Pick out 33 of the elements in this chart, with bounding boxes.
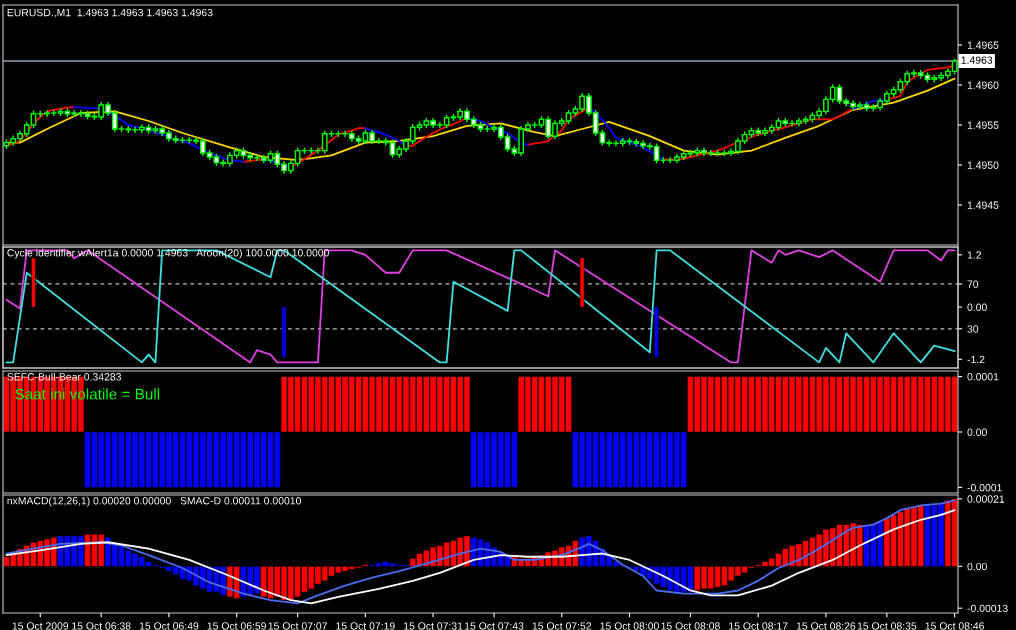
x-tick-label: 15 Oct 08:17 <box>729 622 788 630</box>
x-tick-label: 15 Oct 08:00 <box>600 622 659 630</box>
y-tick-label: 0.00021 <box>967 495 1005 503</box>
y-tick-label: 0.0001 <box>967 373 999 381</box>
x-tick-label: 15 Oct 07:07 <box>268 622 327 630</box>
x-tick-label: 15 Oct 08:26 <box>796 622 856 630</box>
x-tick-label: 15 Oct 08:08 <box>661 622 720 630</box>
y2-tick-label: -1.2 <box>967 355 985 364</box>
x-tick-label: 15 Oct 07:31 <box>404 622 463 630</box>
y-tick-label: 70 <box>967 280 979 288</box>
y-tick-label: 0.00 <box>967 428 987 436</box>
x-tick-label: 15 Oct 06:59 <box>207 622 266 630</box>
y-tick-label: 1.4960 <box>967 81 999 89</box>
ref-line-label: 1.4963 <box>961 56 993 64</box>
x-tick-label: 15 Oct 06:49 <box>139 622 199 630</box>
x-tick-label: 15 Oct 08:46 <box>925 622 984 630</box>
chart-title: nxMACD(12,26,1) 0.00020 0.00000 SMAC-D 0.00011 0.00010 <box>7 496 301 507</box>
x-tick-label: 15 Oct 08:35 <box>857 622 917 630</box>
y2-tick-label: 1.2 <box>967 251 981 259</box>
chart-title: EURUSD.,M1 1.4963 1.4963 1.4963 1.4963 <box>7 8 213 18</box>
x-tick-label: 15 Oct 07:19 <box>336 622 395 630</box>
y-tick-label: -0.00013 <box>967 604 1008 613</box>
x-tick-label: 15 Oct 2009 <box>12 622 69 630</box>
y-tick-label: 1.4955 <box>967 121 999 129</box>
y-tick-label: 1.4945 <box>967 201 999 209</box>
y-tick-label: 1.4950 <box>967 161 999 169</box>
y-tick-label: 1.4965 <box>967 41 999 49</box>
y-tick-label: 0.00 <box>967 562 987 571</box>
y-tick-label: -0.0001 <box>967 483 1002 492</box>
y-tick-label: 30 <box>967 325 979 333</box>
x-tick-label: 15 Oct 07:43 <box>465 622 524 630</box>
x-tick-label: 15 Oct 07:52 <box>532 622 592 630</box>
x-tick-label: 15 Oct 06:38 <box>72 622 131 630</box>
